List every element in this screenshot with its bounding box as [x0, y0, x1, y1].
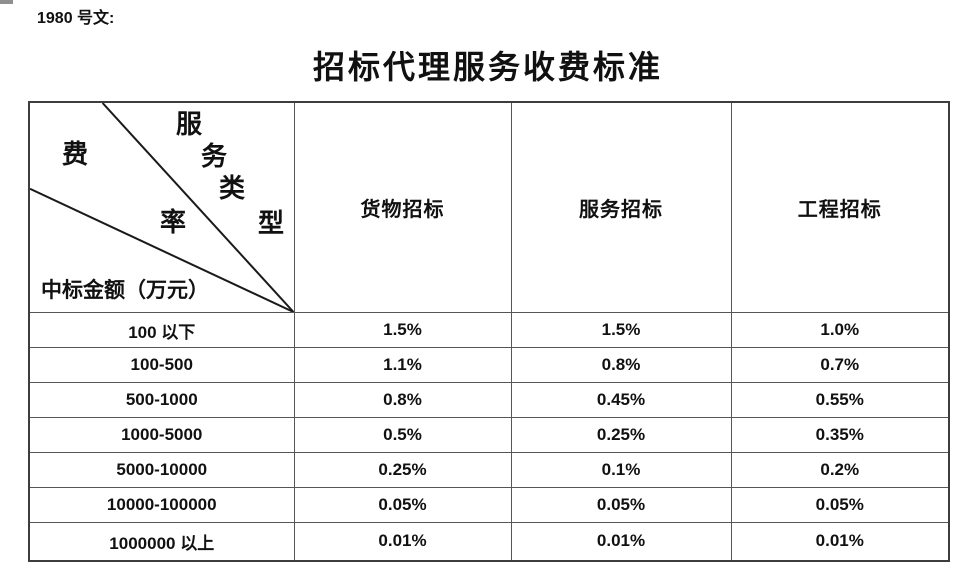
corner-middle-label-char: 率 [160, 208, 187, 237]
table-row: 500-1000 0.8% 0.45% 0.55% [28, 382, 950, 418]
rate-cell: 0.01% [293, 522, 512, 561]
rate-cell: 0.05% [293, 487, 512, 523]
row-label: 100-500 [28, 347, 295, 383]
rate-cell: 1.0% [730, 312, 950, 348]
table-row: 100 以下 1.5% 1.5% 1.0% [28, 312, 950, 348]
rate-cell: 0.8% [293, 382, 512, 418]
rate-cell: 0.45% [510, 382, 732, 418]
rate-cell: 0.55% [730, 382, 950, 418]
corner-top-label-char: 务 [201, 142, 228, 171]
rate-cell: 0.05% [730, 487, 950, 523]
corner-bottom-label: 中标金额（万元） [41, 278, 209, 302]
table-row: 5000-10000 0.25% 0.1% 0.2% [28, 452, 950, 488]
diagonal-header-cell: 服 务 类 型 费 率 中标金额（万元） [28, 101, 295, 313]
row-label: 10000-100000 [28, 487, 295, 523]
row-label: 100 以下 [28, 312, 295, 348]
rate-cell: 1.5% [293, 312, 512, 348]
row-label: 5000-10000 [28, 452, 295, 488]
page-title: 招标代理服务收费标准 [312, 49, 663, 85]
document-reference: 1980 号文: [37, 10, 115, 27]
row-label: 500-1000 [28, 382, 295, 418]
table-row: 1000-5000 0.5% 0.25% 0.35% [28, 417, 950, 453]
rate-cell: 0.05% [510, 487, 732, 523]
rate-cell: 0.8% [510, 347, 732, 383]
scan-edge-artifact [0, 0, 13, 4]
column-header-works-bidding: 工程招标 [730, 101, 950, 313]
rate-cell: 0.25% [510, 417, 732, 453]
rate-cell: 0.7% [730, 347, 950, 383]
rate-cell: 0.5% [293, 417, 512, 453]
diagonal-divider-lines [30, 103, 293, 312]
corner-top-label-char: 类 [219, 174, 246, 203]
corner-middle-label-char: 费 [62, 140, 89, 169]
fee-standard-table: 服 务 类 型 费 率 中标金额（万元） 货物招标 服务招标 工程招标 100 … [28, 101, 950, 562]
rate-cell: 1.5% [510, 312, 732, 348]
rate-cell: 0.01% [510, 522, 732, 561]
corner-top-label-char: 型 [258, 209, 285, 238]
row-label: 1000-5000 [28, 417, 295, 453]
rate-cell: 0.1% [510, 452, 732, 488]
table-row: 1000000 以上 0.01% 0.01% 0.01% [28, 522, 950, 561]
rate-cell: 1.1% [293, 347, 512, 383]
rate-cell: 0.01% [730, 522, 950, 561]
rate-cell: 0.25% [293, 452, 512, 488]
table-row: 10000-100000 0.05% 0.05% 0.05% [28, 487, 950, 523]
rate-cell: 0.2% [730, 452, 950, 488]
rate-cell: 0.35% [730, 417, 950, 453]
column-header-goods-bidding: 货物招标 [293, 101, 512, 313]
table-row: 100-500 1.1% 0.8% 0.7% [28, 347, 950, 383]
corner-top-label-char: 服 [176, 110, 203, 139]
header-row: 服 务 类 型 费 率 中标金额（万元） 货物招标 服务招标 工程招标 [28, 101, 950, 313]
row-label: 1000000 以上 [28, 522, 295, 561]
column-header-service-bidding: 服务招标 [510, 101, 732, 313]
